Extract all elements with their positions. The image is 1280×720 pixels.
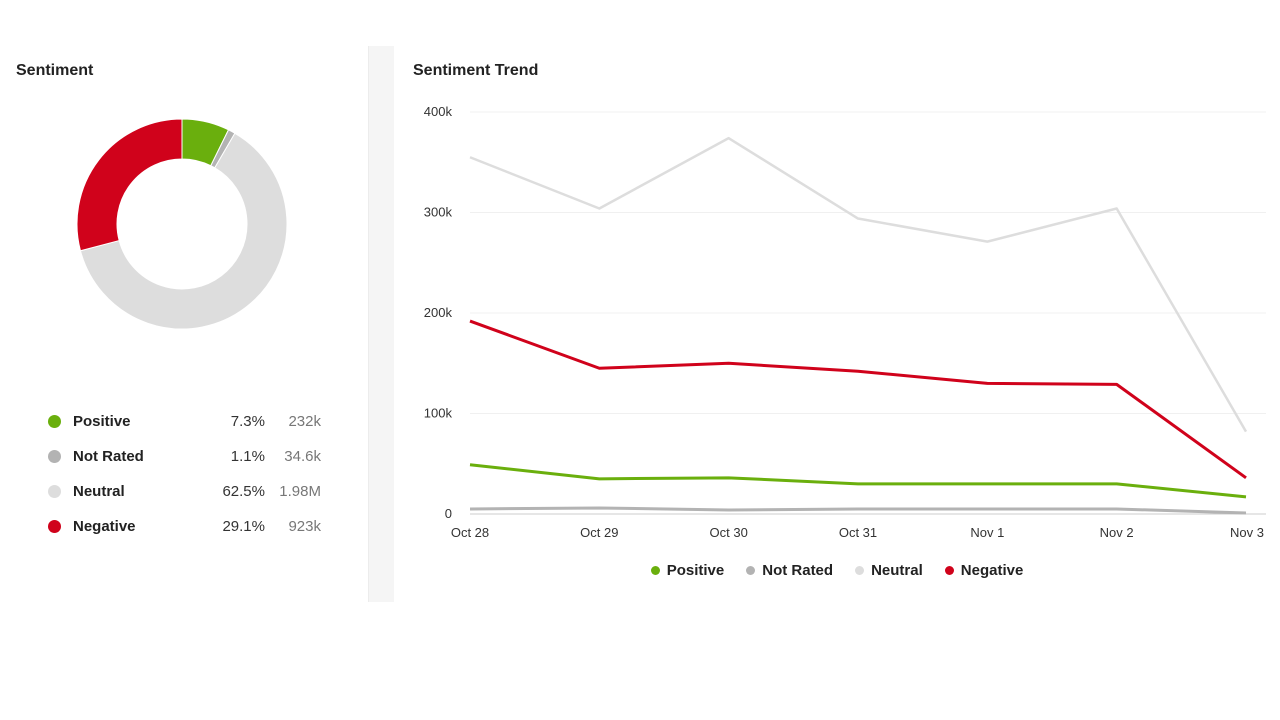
legend-dot-icon [48,520,61,533]
legend-dot-icon [48,450,61,463]
trend-legend-label: Negative [960,562,1024,579]
legend-label: Negative [73,518,136,535]
trend-legend-item-not-rated[interactable]: Not Rated [746,562,833,579]
y-tick-label: 100k [424,406,453,421]
legend-percent: 1.1% [230,448,265,465]
legend-count: 232k [288,413,321,430]
y-tick-label: 300k [424,205,453,220]
y-tick-label: 400k [424,104,453,119]
sentiment-trend-title: Sentiment Trend [413,62,539,79]
series-line-negative[interactable] [469,319,1247,480]
legend-row-negative[interactable]: Negative 29.1% 923k [48,509,328,544]
sentiment-trend-panel: Sentiment Trend 0 100k 200k 300k 400k Oct 28 O… [394,0,1280,600]
legend-count: 34.6k [284,448,321,465]
x-tick-label: Nov 2 [1100,525,1134,540]
y-tick-label: 200k [424,305,453,320]
legend-dot-icon [48,415,61,428]
legend-percent: 7.3% [230,413,265,430]
legend-label: Neutral [73,483,125,500]
series-line-neutral[interactable] [469,136,1248,433]
sentiment-trend-chart: 0 100k 200k 300k 400k Oct 28 Oct 29 Oct 30 Oct 3… [424,104,1266,540]
legend-percent: 29.1% [222,518,265,535]
trend-legend: Positive Not Rated Neutral Negative [394,562,1280,579]
donut-slice-neutral[interactable] [79,132,288,330]
legend-percent: 62.5% [222,483,265,500]
sentiment-legend: Positive 7.3% 232k Not Rated 1.1% 34.6k Neutra… [48,404,328,544]
legend-count: 923k [288,518,321,535]
x-tick-label: Oct 28 [451,525,489,540]
x-tick-label: Nov 3 [1230,525,1264,540]
legend-row-positive[interactable]: Positive 7.3% 232k [48,404,328,439]
x-tick-label: Oct 30 [710,525,748,540]
sentiment-title: Sentiment [16,62,94,79]
trend-legend-item-positive[interactable]: Positive [650,562,725,579]
legend-row-not-rated[interactable]: Not Rated 1.1% 34.6k [48,439,328,474]
legend-dot-icon [48,485,61,498]
donut-slice-negative[interactable] [76,118,183,252]
series-line-positive[interactable] [469,463,1247,499]
series-line-not-rated[interactable] [469,506,1247,515]
sentiment-donut-chart [76,118,288,330]
x-tick-label: Nov 1 [970,525,1004,540]
legend-dot-icon [746,566,756,575]
legend-dot-icon [944,566,954,575]
legend-label: Not Rated [73,448,144,465]
legend-label: Positive [73,413,131,430]
x-tick-label: Oct 31 [839,525,877,540]
sentiment-panel: Sentiment Positive 7.3% 232k Not Rated 1.1% 3… [0,0,368,600]
trend-legend-label: Not Rated [762,562,834,579]
trend-legend-item-neutral[interactable]: Neutral [855,562,923,579]
legend-count: 1.98M [279,483,321,500]
trend-legend-item-negative[interactable]: Negative [944,562,1024,579]
trend-legend-label: Neutral [871,562,923,579]
x-tick-label: Oct 29 [580,525,618,540]
legend-row-neutral[interactable]: Neutral 62.5% 1.98M [48,474,328,509]
legend-dot-icon [650,566,660,575]
y-tick-label: 0 [445,506,452,521]
legend-dot-icon [855,566,865,575]
panel-divider [368,46,394,602]
trend-legend-label: Positive [666,562,725,579]
